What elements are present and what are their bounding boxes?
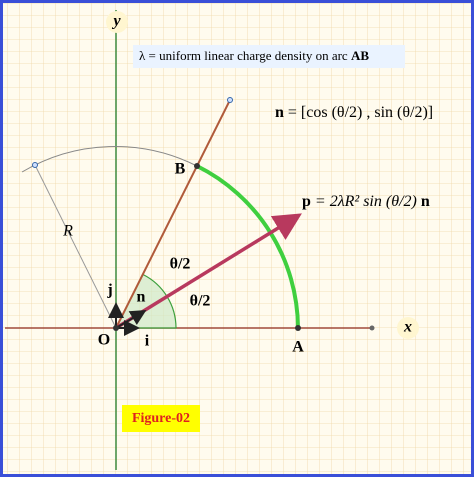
point-a-label: A [292,339,304,356]
point-b [194,163,200,169]
line-ob [115,99,231,329]
point-o [113,325,119,331]
point-b-label: B [175,161,186,178]
label-bg [397,317,419,339]
radius-point [32,162,38,168]
radius-label: R [62,223,73,240]
n-expression: = [cos (θ/2) , sin (θ/2)] [288,104,433,121]
p-formula: p = 2λR² sin (θ/2) n [302,193,430,210]
origin-label: O [98,332,110,349]
figure-label-box [122,405,200,432]
vector-p [115,213,302,330]
caption: λ = uniform linear charge density on arc… [139,48,369,63]
y-axis-label: y [111,13,121,30]
label-bg [106,11,128,33]
caption-box [133,45,405,68]
caption-text: λ = uniform linear charge density on arc [139,48,348,63]
angle-label: θ/2 [170,256,191,273]
n-label: n [137,289,146,306]
p-symbol: p [302,193,311,210]
j-label: j [106,282,112,299]
i-label: i [145,333,150,350]
caption-arc: AB [351,48,369,63]
radius-line [34,164,117,329]
n-symbol: n [275,104,284,121]
figure-label: Figure-02 [132,411,190,426]
x-axis-point [369,325,375,331]
angle-label: θ/2 [190,293,211,310]
point-a [295,325,301,331]
p-expression: = 2λR² sin (θ/2) [315,193,417,210]
n-formula: n = [cos (θ/2) , sin (θ/2)] [275,104,433,121]
line-end-point [227,97,233,103]
radius-arc [21,145,198,173]
p-unit: n [421,193,430,210]
x-axis-label: x [403,319,412,336]
